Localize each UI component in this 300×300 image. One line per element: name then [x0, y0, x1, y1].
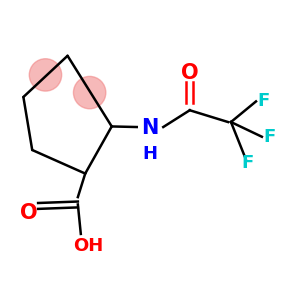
Text: N: N — [141, 118, 159, 138]
Text: H: H — [142, 145, 158, 163]
Circle shape — [29, 59, 62, 91]
Circle shape — [74, 76, 106, 109]
Text: O: O — [181, 63, 199, 82]
Text: F: F — [257, 92, 269, 110]
Text: F: F — [241, 154, 253, 172]
Text: OH: OH — [73, 237, 103, 255]
Text: O: O — [20, 203, 38, 223]
Text: F: F — [263, 128, 275, 146]
